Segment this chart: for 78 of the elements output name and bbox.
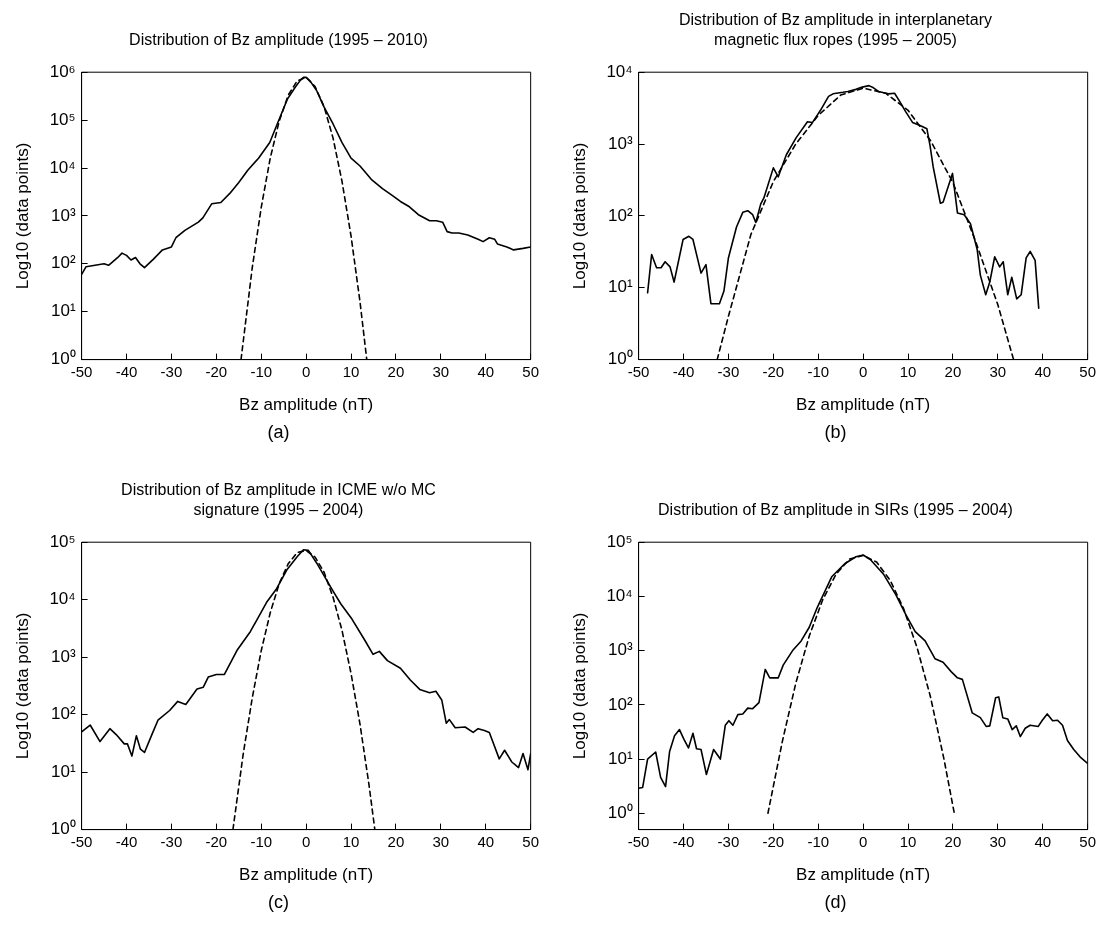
x-tick-label: 40 xyxy=(1033,362,1051,380)
x-tick-label: 40 xyxy=(476,832,494,850)
x-tick-label: 30 xyxy=(432,362,449,380)
x-tick-label: 50 xyxy=(521,832,539,850)
y-tick-label: 10¹ xyxy=(607,748,633,768)
x-tick-label: 20 xyxy=(387,832,404,850)
y-tick-label: 10⁴ xyxy=(48,589,76,609)
x-tick-label: -40 xyxy=(115,362,137,380)
x-tick-label: 0 xyxy=(858,832,867,850)
x-tick-label: -40 xyxy=(672,832,694,850)
x-tick-label: 0 xyxy=(858,362,867,380)
y-axis-title: Log10 (data points) xyxy=(569,142,589,290)
chart-title: Distribution of Bz amplitude in ICME w/o MC signature (1995 – 2004) xyxy=(120,480,437,520)
chart-title: Distribution of Bz amplitude in interplanetary magnetic flux ropes (1995 – 2005) xyxy=(677,10,993,50)
y-tick-label: 10⁴ xyxy=(605,586,633,606)
text: (c) xyxy=(268,892,289,913)
x-tick-label: -30 xyxy=(717,832,739,850)
x-axis-title: Bz amplitude (nT) xyxy=(238,865,373,885)
x-tick-label: -20 xyxy=(204,832,227,850)
y-axis-title: Log10 (data points) xyxy=(12,142,32,290)
x-tick-label: 40 xyxy=(1033,832,1051,850)
x-tick-label: 10 xyxy=(342,362,359,380)
text: (d) xyxy=(824,892,847,913)
x-tick-label: 10 xyxy=(899,362,916,380)
x-tick-label: 30 xyxy=(989,362,1006,380)
chart-title: Distribution of Bz amplitude in SIRs (1995 – 2004) xyxy=(657,500,1014,520)
text: (a) xyxy=(267,422,290,443)
y-tick-label: 10² xyxy=(50,253,76,273)
y-tick-label: 10¹ xyxy=(607,277,633,297)
y-tick-label: 10³ xyxy=(607,133,633,153)
x-tick-label: 30 xyxy=(989,832,1006,850)
y-tick-label: 10² xyxy=(607,694,633,714)
x-tick-label: 10 xyxy=(899,832,916,850)
y-tick-label: 10⁵ xyxy=(49,109,76,129)
x-axis-title: Bz amplitude (nT) xyxy=(238,395,373,415)
y-tick-label: 10⁵ xyxy=(606,531,633,551)
x-tick-label: 50 xyxy=(1078,832,1096,850)
x-tick-label: -30 xyxy=(160,362,182,380)
chart-title: Distribution of Bz amplitude (1995 – 2010) xyxy=(128,30,429,50)
x-tick-label: -40 xyxy=(115,832,137,850)
y-tick-label: 10² xyxy=(50,704,76,724)
y-tick-label: 10² xyxy=(607,205,633,225)
x-axis-title: Bz amplitude (nT) xyxy=(795,865,930,885)
x-tick-label: 0 xyxy=(301,832,310,850)
x-tick-label: 50 xyxy=(1078,362,1096,380)
y-axis-title: Log10 (data points) xyxy=(12,612,32,760)
x-tick-label: 40 xyxy=(476,362,494,380)
y-tick-label: 10¹ xyxy=(50,761,76,781)
x-tick-label: -10 xyxy=(806,832,829,850)
x-tick-label: -20 xyxy=(204,362,227,380)
y-tick-label: 10³ xyxy=(607,640,633,660)
x-tick-label: -30 xyxy=(717,362,739,380)
x-tick-label: -10 xyxy=(806,362,829,380)
text: (b) xyxy=(824,422,847,443)
y-tick-label: 10³ xyxy=(50,646,76,666)
y-axis-title: Log10 (data points) xyxy=(569,612,589,760)
x-tick-label: 10 xyxy=(342,832,359,850)
x-tick-label: 30 xyxy=(432,832,449,850)
x-tick-label: -20 xyxy=(761,362,784,380)
x-axis-title: Bz amplitude (nT) xyxy=(795,395,930,415)
y-tick-label: 10⁵ xyxy=(49,531,76,551)
x-tick-label: 0 xyxy=(301,362,310,380)
y-tick-label: 10³ xyxy=(50,205,76,225)
x-tick-label: -50 xyxy=(627,832,649,850)
x-tick-label: 20 xyxy=(944,832,961,850)
x-tick-label: 20 xyxy=(944,362,961,380)
x-tick-label: 50 xyxy=(521,362,539,380)
y-tick-label: 10¹ xyxy=(50,301,76,321)
x-tick-label: -10 xyxy=(249,832,272,850)
y-tick-label: 10⁰ xyxy=(607,802,633,822)
y-tick-label: 10⁴ xyxy=(605,61,633,81)
y-tick-label: 10⁶ xyxy=(49,61,76,81)
x-tick-label: -40 xyxy=(672,362,694,380)
x-tick-label: -20 xyxy=(761,832,784,850)
x-tick-label: 20 xyxy=(387,362,404,380)
x-tick-label: -10 xyxy=(249,362,272,380)
y-tick-label: 10⁴ xyxy=(48,157,76,177)
x-tick-label: -30 xyxy=(160,832,182,850)
